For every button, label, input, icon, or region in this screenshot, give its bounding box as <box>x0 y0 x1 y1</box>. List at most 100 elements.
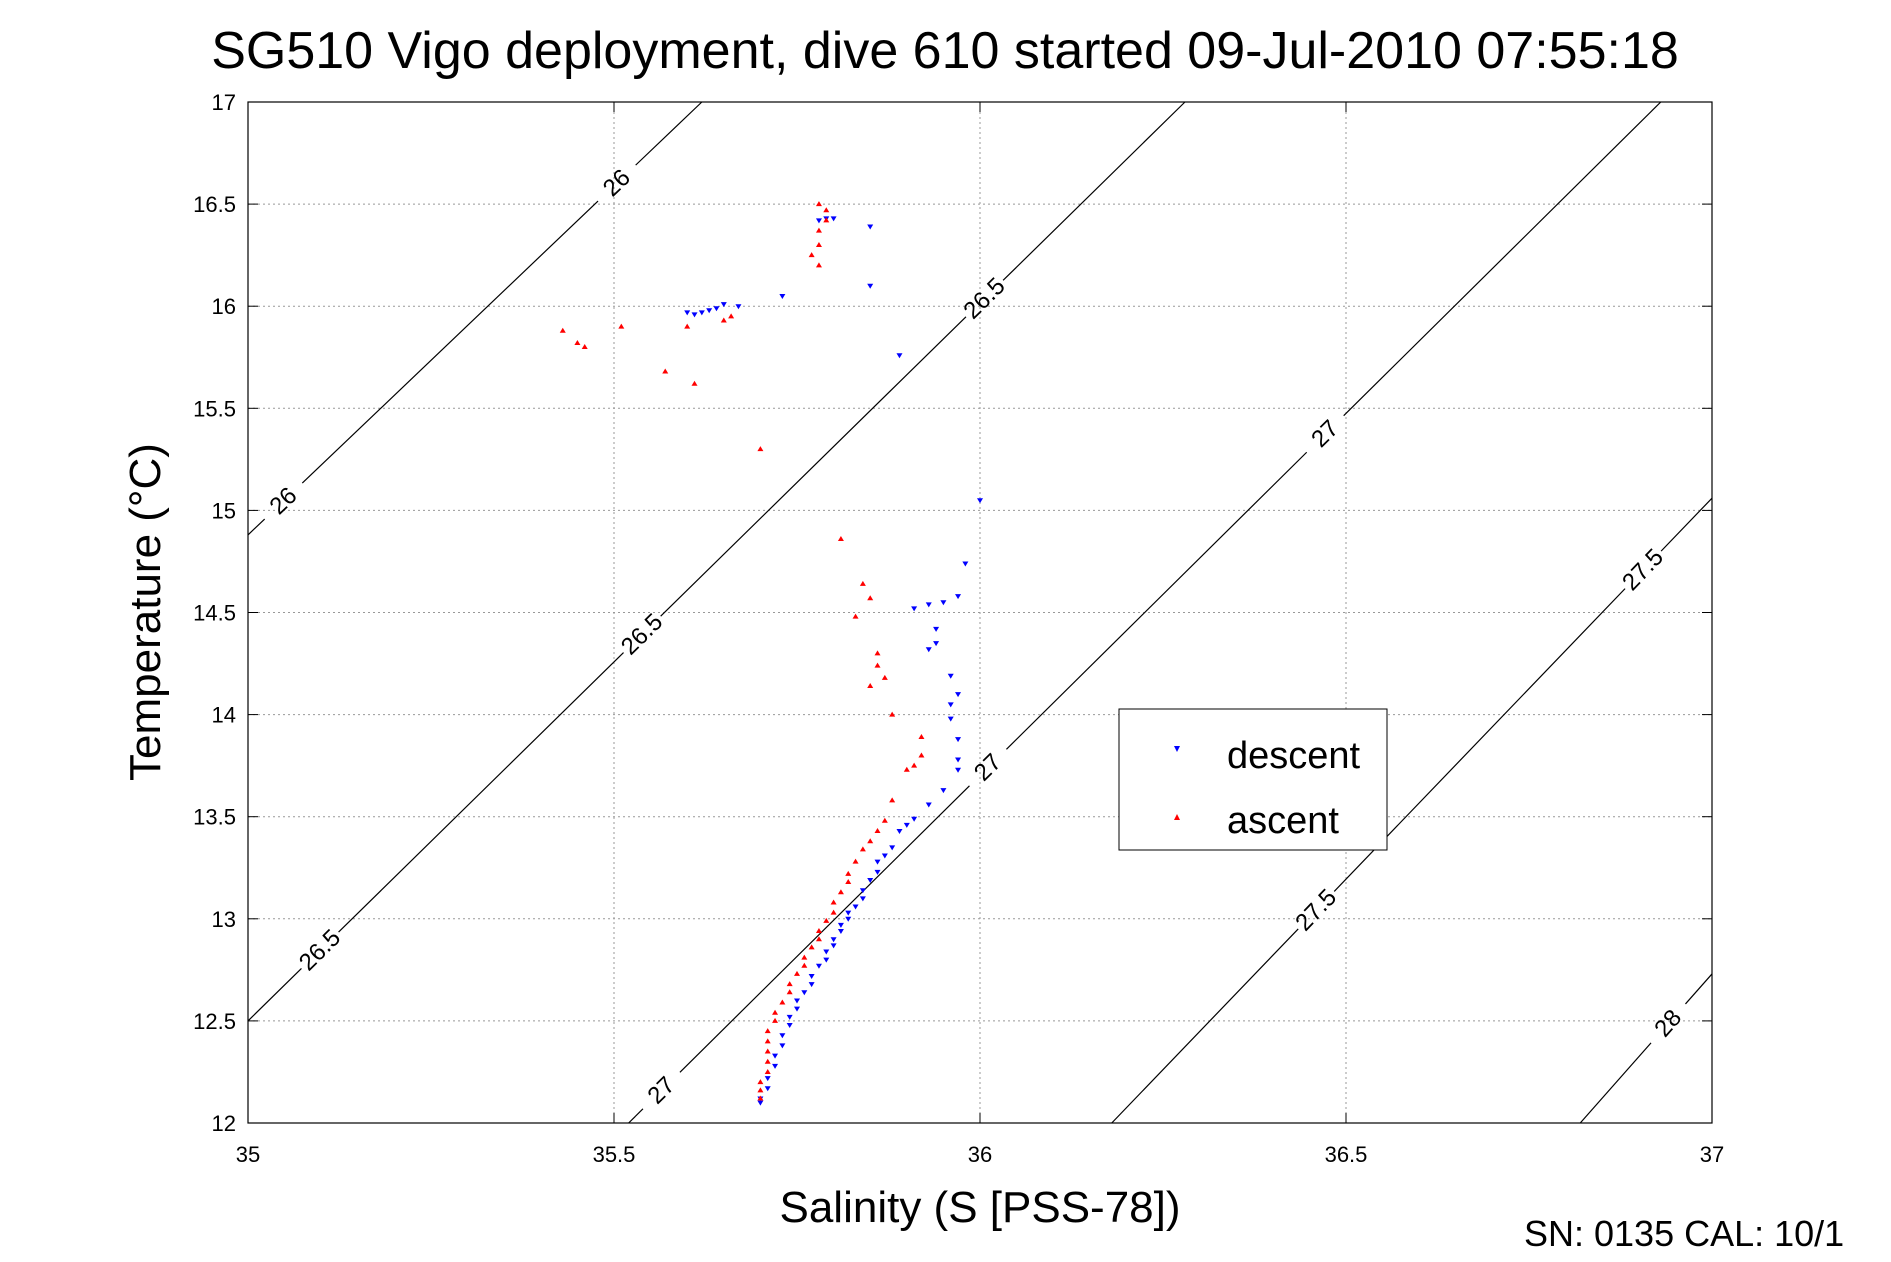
ascent-point <box>684 323 691 329</box>
ascent-point <box>889 711 896 717</box>
ascent-point <box>889 797 896 803</box>
contour-line-28 <box>1579 1042 1652 1124</box>
ascent-point <box>764 1058 771 1064</box>
ascent-point <box>764 1048 771 1054</box>
descent-point <box>794 1006 800 1012</box>
descent-point <box>903 822 910 828</box>
ascent-point <box>852 613 859 619</box>
descent-point <box>911 816 918 822</box>
ascent-point <box>903 766 910 772</box>
descent-point <box>911 606 918 612</box>
descent-point <box>764 1076 771 1082</box>
ascent-point <box>779 999 786 1005</box>
contour-line-26.5 <box>247 968 302 1022</box>
ascent-point <box>881 674 888 680</box>
ascent-point <box>837 889 844 895</box>
descent-point <box>837 929 844 935</box>
descent-point <box>691 312 698 318</box>
ascent-point <box>823 207 830 213</box>
y-tick-label: 14.5 <box>193 601 236 626</box>
descent-point <box>896 828 903 834</box>
descent-point <box>735 304 742 310</box>
descent-point <box>955 737 962 743</box>
ascent-point <box>874 827 881 833</box>
ascent-point <box>801 962 808 968</box>
legend-box <box>1118 708 1388 851</box>
ascent-point <box>815 928 822 934</box>
descent-point <box>940 788 947 794</box>
descent-point <box>808 973 815 979</box>
ascent-point <box>837 535 844 541</box>
descent-point <box>955 594 962 600</box>
grid-lines <box>248 102 1712 1123</box>
descent-point <box>779 293 786 299</box>
descent-point <box>830 937 837 943</box>
ascent-point <box>691 380 698 386</box>
contour-line-27.5 <box>1111 928 1299 1124</box>
ascent-point <box>757 1095 764 1101</box>
ascent-point <box>801 954 808 960</box>
x-tick-label: 37 <box>1700 1142 1724 1167</box>
y-axis-label: Temperature (°C) <box>121 443 170 781</box>
descent-point <box>757 1100 764 1106</box>
data-series <box>559 201 983 1106</box>
descent-point <box>925 602 932 608</box>
ascent-point <box>794 970 800 976</box>
descent-point <box>786 1014 793 1020</box>
ascent-point <box>918 734 925 740</box>
ascent-point <box>845 870 852 876</box>
descent-point <box>874 869 881 875</box>
descent-point <box>947 716 954 722</box>
contour-line-28 <box>1685 973 1713 1005</box>
descent-point <box>867 283 874 289</box>
descent-point <box>779 1033 786 1039</box>
descent-point <box>867 224 874 230</box>
descent-point <box>713 306 720 312</box>
descent-point <box>867 878 874 884</box>
contour-line-26 <box>635 101 703 166</box>
x-tick-label: 36 <box>968 1142 992 1167</box>
contour-line-27 <box>1006 451 1308 750</box>
descent-point <box>889 845 896 851</box>
y-tick-label: 13 <box>212 907 236 932</box>
descent-point <box>933 626 940 632</box>
ascent-point <box>559 327 566 333</box>
ascent-point <box>823 917 830 923</box>
descent-point <box>823 949 830 955</box>
ascent-point <box>881 817 888 823</box>
ascent-point <box>830 899 837 905</box>
descent-point <box>779 1043 786 1049</box>
descent-point <box>962 561 969 567</box>
ascent-point <box>815 262 822 268</box>
ascent-point <box>764 1028 771 1034</box>
ascent-point <box>786 989 793 995</box>
ascent-point <box>830 909 837 915</box>
descent-point <box>772 1063 779 1069</box>
descent-point <box>823 957 830 963</box>
descent-point <box>852 904 859 910</box>
descent-point <box>808 982 815 988</box>
descent-point <box>955 767 962 773</box>
ascent-point <box>757 446 764 452</box>
descent-point <box>874 859 881 865</box>
ascent-point <box>859 580 866 586</box>
descent-point <box>815 963 822 969</box>
y-tick-label: 15 <box>212 498 236 523</box>
ascent-point <box>757 1079 764 1085</box>
descent-point <box>794 998 800 1004</box>
ascent-point <box>728 313 735 319</box>
contour-line-26.5 <box>660 316 967 617</box>
contour-line-27 <box>679 785 970 1073</box>
descent-point <box>955 692 962 698</box>
descent-point <box>933 641 940 647</box>
descent-point <box>925 802 932 808</box>
axis-ticks: 35 35.5 36 36.5 37 12 12.5 13 13.5 14 14.5 15 15.5 16… <box>193 90 1724 1167</box>
y-tick-label: 16.5 <box>193 192 236 217</box>
ascent-point <box>918 752 925 758</box>
chart-title: SG510 Vigo deployment, dive 610 started … <box>211 22 1679 80</box>
legend-marker-ascent <box>1174 814 1180 820</box>
descent-point <box>706 308 713 314</box>
descent-point <box>940 600 947 606</box>
x-tick-label: 35 <box>236 1142 260 1167</box>
